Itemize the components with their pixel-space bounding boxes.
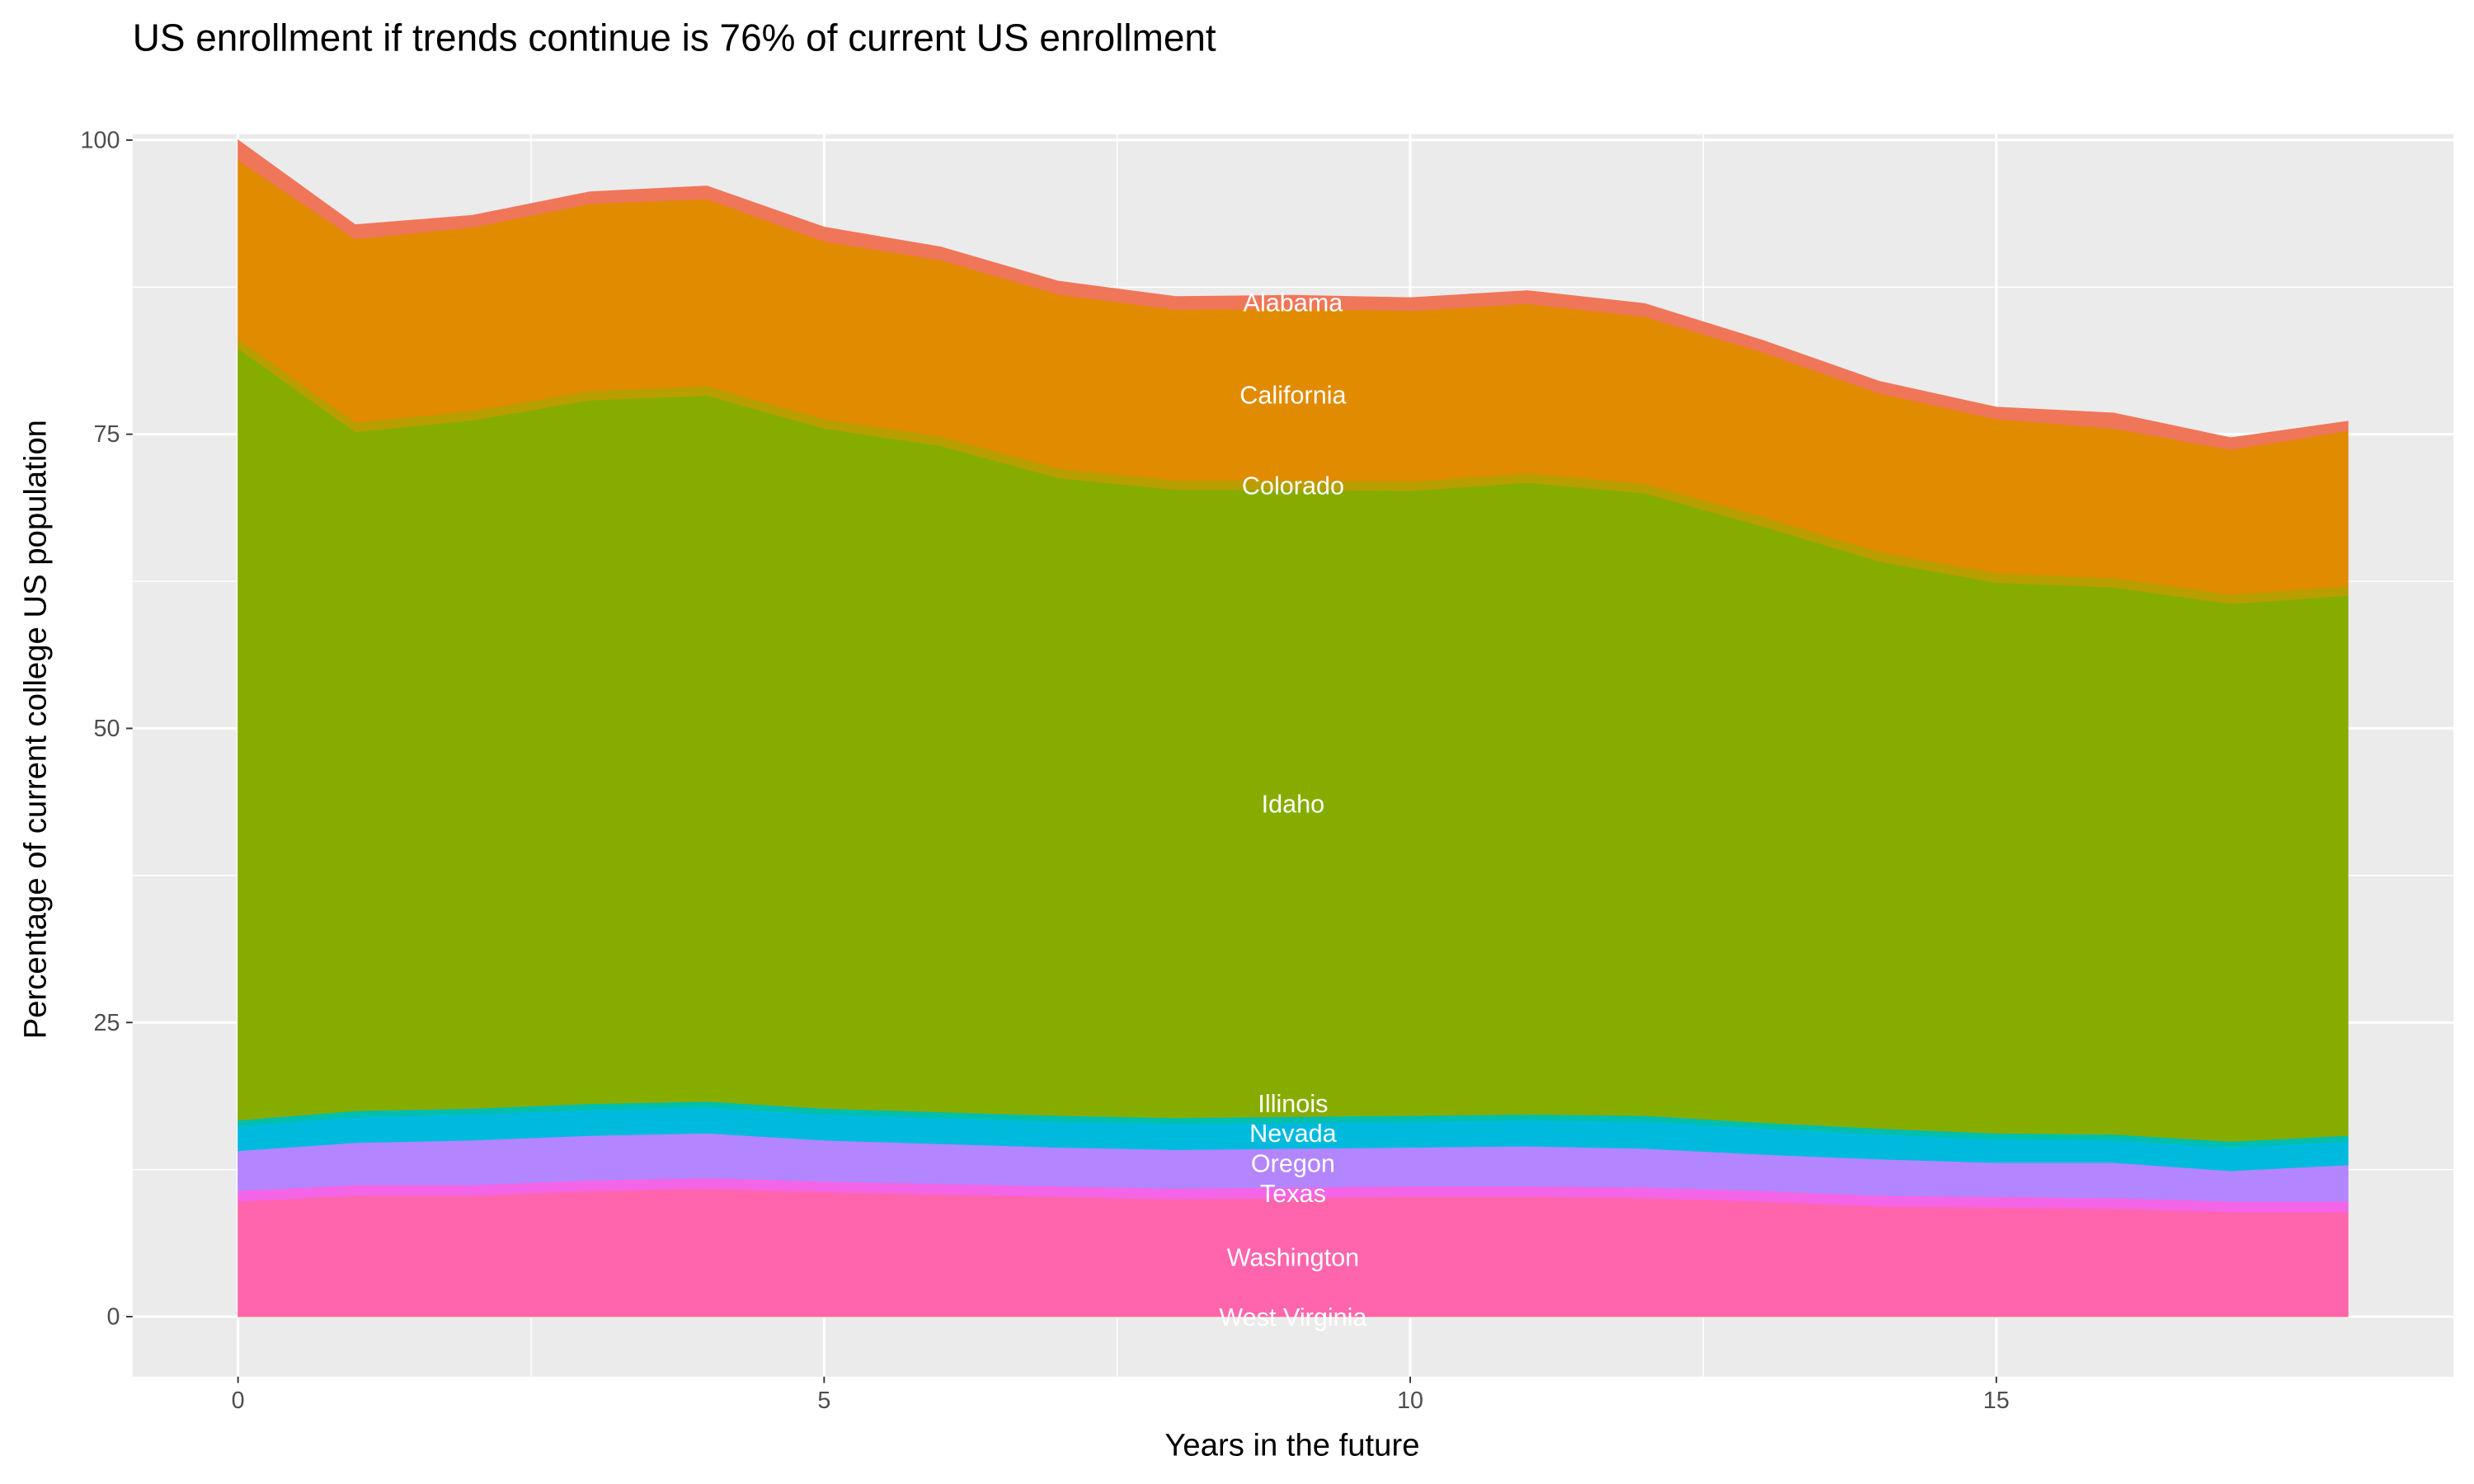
- series-label: Washington: [1227, 1244, 1359, 1272]
- x-tick-label: 5: [817, 1388, 830, 1414]
- series-label: Idaho: [1262, 791, 1325, 819]
- series-labels: West Virginia Washington TexasOregonNevada…: [1219, 289, 1367, 1331]
- x-tick-label: 10: [1397, 1388, 1423, 1414]
- series-label: West Virginia: [1219, 1303, 1367, 1331]
- area-alabama: [238, 139, 2349, 450]
- y-tick-label: 100: [81, 127, 120, 153]
- x-tick-label: 0: [232, 1388, 245, 1414]
- y-tick-label: 25: [93, 1010, 120, 1036]
- y-tick-label: 75: [93, 421, 120, 448]
- series-label: Nevada: [1249, 1120, 1337, 1148]
- series-label: California: [1239, 382, 1347, 410]
- axes: 0 5 10 15 0 25 50 75 100: [81, 127, 2010, 1414]
- y-tick-label: 0: [106, 1304, 120, 1331]
- series-label: Alabama: [1244, 289, 1344, 317]
- series-label: Oregon: [1251, 1150, 1335, 1178]
- y-tick-label: 50: [93, 716, 120, 742]
- series-label: Colorado: [1242, 472, 1344, 500]
- y-axis-label: Percentage of current college US populat…: [17, 420, 53, 1039]
- area-layers: [238, 139, 2349, 1317]
- chart-title: US enrollment if trends continue is 76% …: [133, 16, 1216, 59]
- x-axis-label: Years in the future: [1164, 1428, 1419, 1463]
- x-tick-label: 15: [1983, 1388, 2010, 1414]
- series-label: Illinois: [1258, 1090, 1328, 1118]
- series-label: Texas: [1260, 1180, 1326, 1208]
